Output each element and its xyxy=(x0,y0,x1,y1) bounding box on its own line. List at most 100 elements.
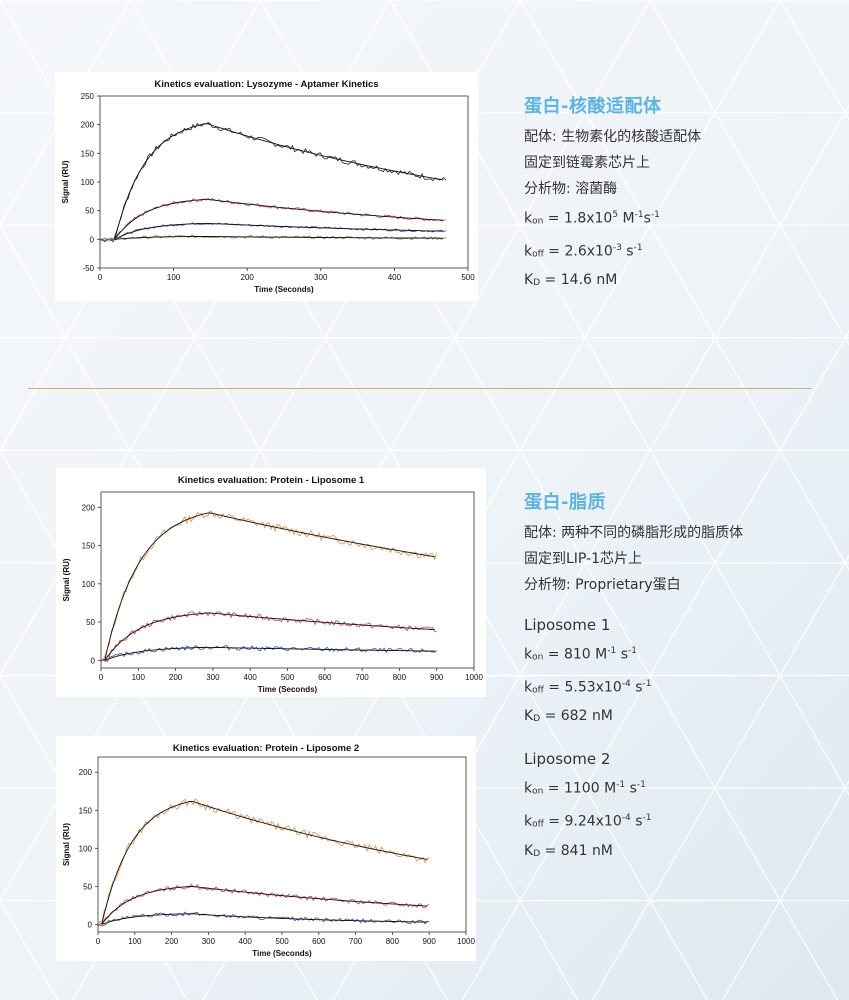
section-divider xyxy=(28,388,812,389)
koff-value: 5.53x10 xyxy=(564,679,622,696)
x-tick-label: 600 xyxy=(318,673,332,682)
liposome-2-kd: KD = 841 nM xyxy=(524,842,613,859)
kon-unit2-exp: -1 xyxy=(636,780,646,791)
x-tick-label: 500 xyxy=(275,937,289,946)
x-tick-label: 800 xyxy=(393,673,407,682)
koff-value: 2.6x10 xyxy=(564,243,613,260)
section-title-aptamer: 蛋白-核酸适配体 xyxy=(524,96,662,117)
x-tick-label: 1000 xyxy=(465,673,483,682)
ligand-line: 配体: 两种不同的磷脂形成的脂质体 xyxy=(524,525,744,541)
koff-unit-exp: -1 xyxy=(642,812,652,823)
x-tick-label: 300 xyxy=(206,673,220,682)
kon-unit2: s xyxy=(629,780,637,797)
y-tick-label: 0 xyxy=(91,656,96,665)
y-tick-label: 200 xyxy=(81,121,95,130)
koff-exp: -4 xyxy=(621,812,631,823)
y-tick-label: 50 xyxy=(85,207,94,216)
ligand-line: 配体: 生物素化的核酸适配体 xyxy=(524,129,702,145)
x-tick-label: 200 xyxy=(241,273,255,282)
y-tick-label: 200 xyxy=(82,503,96,512)
analyte-line: 分析物: 溶菌酶 xyxy=(524,181,618,197)
series-3-fit xyxy=(114,222,444,240)
chart-protein-liposome-1-svg: Kinetics evaluation: Protein - Liposome … xyxy=(62,475,483,694)
series-1-data xyxy=(99,122,447,243)
x-tick-label: 200 xyxy=(165,937,179,946)
series-2-fit xyxy=(101,886,428,925)
x-tick-label: 500 xyxy=(281,673,295,682)
y-axis-label: Signal (RU) xyxy=(62,823,71,866)
chart-lysozyme-aptamer: Kinetics evaluation: Lysozyme - Aptamer … xyxy=(55,72,478,301)
kon-unit2-exp: -1 xyxy=(627,646,637,656)
y-axis-label: Signal (RU) xyxy=(61,160,70,203)
kon-unit-exp: -1 xyxy=(607,646,617,656)
x-tick-label: 400 xyxy=(388,273,402,282)
y-tick-label: -50 xyxy=(82,264,94,273)
section-title-lipid: 蛋白-脂质 xyxy=(524,492,606,513)
plot-frame xyxy=(99,95,469,269)
plot-frame xyxy=(100,491,475,669)
series-2-fit xyxy=(104,612,435,661)
series-2-data xyxy=(100,610,437,663)
y-axis-label: Signal (RU) xyxy=(62,558,71,601)
koff-exp: -3 xyxy=(612,242,622,253)
chart-protein-liposome-2-svg: Kinetics evaluation: Protein - Liposome … xyxy=(62,743,475,958)
x-tick-label: 200 xyxy=(169,673,183,682)
x-tick-label: 700 xyxy=(355,673,369,682)
y-tick-label: 150 xyxy=(82,542,96,551)
kon-unit: M xyxy=(622,210,635,227)
series-4-fit xyxy=(114,236,444,240)
x-tick-label: 900 xyxy=(423,937,437,946)
y-tick-label: 200 xyxy=(79,768,93,777)
kon-unit: M xyxy=(604,780,617,797)
kon-exp: 5 xyxy=(612,210,619,220)
x-tick-label: 400 xyxy=(239,937,253,946)
koff-unit: s xyxy=(635,679,643,696)
y-tick-label: 100 xyxy=(81,178,95,187)
koff-exp: -4 xyxy=(621,678,631,689)
y-tick-label: 100 xyxy=(79,844,93,853)
series-1-data xyxy=(100,510,438,661)
plot-frame xyxy=(97,756,467,933)
x-axis-label: Time (Seconds) xyxy=(252,949,312,958)
kd-line: KD = 14.6 nM xyxy=(524,272,618,289)
series-1-fit xyxy=(104,512,435,661)
koff-unit: s xyxy=(635,813,643,830)
koff-unit-exp: -1 xyxy=(642,678,652,689)
kon-unit2: s xyxy=(620,646,628,663)
chart-protein-liposome-2: Kinetics evaluation: Protein - Liposome … xyxy=(56,736,476,961)
liposome-1-name: Liposome 1 xyxy=(524,616,611,634)
analyte-line: 分析物: Proprietary蛋白 xyxy=(524,577,681,593)
chip-line: 固定到LIP-1芯片上 xyxy=(524,551,643,567)
y-tick-label: 150 xyxy=(81,149,95,158)
series-3-fit xyxy=(101,913,428,925)
x-tick-label: 500 xyxy=(461,273,475,282)
series-3-fit xyxy=(104,646,435,661)
koff-unit-exp: -1 xyxy=(633,242,643,253)
x-tick-label: 0 xyxy=(99,673,104,682)
chart-protein-liposome-1: Kinetics evaluation: Protein - Liposome … xyxy=(56,468,486,697)
y-tick-label: 0 xyxy=(88,920,93,929)
liposome-1-kd: KD = 682 nM xyxy=(524,708,613,725)
kd-value: 682 nM xyxy=(560,708,613,725)
liposome-2-kon: kon = 1100 M-1 s-1 xyxy=(524,780,646,797)
y-tick-label: 250 xyxy=(81,92,95,101)
liposome-1-kon: kon = 810 M-1 s-1 xyxy=(524,646,637,663)
series-1-fit xyxy=(101,800,428,925)
x-tick-label: 100 xyxy=(167,273,181,282)
y-tick-label: 0 xyxy=(90,235,95,244)
series-3-data xyxy=(100,644,437,663)
kon-unit2-exp: -1 xyxy=(650,210,660,220)
koff-line: koff = 2.6x10-3 s-1 xyxy=(524,242,643,260)
kon-value: 810 xyxy=(563,646,591,663)
chart-title: Kinetics evaluation: Protein - Liposome … xyxy=(173,743,359,754)
x-tick-label: 300 xyxy=(314,273,328,282)
x-tick-label: 300 xyxy=(202,937,216,946)
x-tick-label: 400 xyxy=(244,673,258,682)
liposome-2-name: Liposome 2 xyxy=(524,750,611,769)
kon-unit2: s xyxy=(643,210,651,227)
chip-line: 固定到链霉素芯片上 xyxy=(524,155,650,171)
x-tick-label: 700 xyxy=(349,937,363,946)
series-2-fit xyxy=(114,198,444,240)
series-1-data xyxy=(97,798,430,926)
chart-title: Kinetics evaluation: Lysozyme - Aptamer … xyxy=(154,79,378,90)
